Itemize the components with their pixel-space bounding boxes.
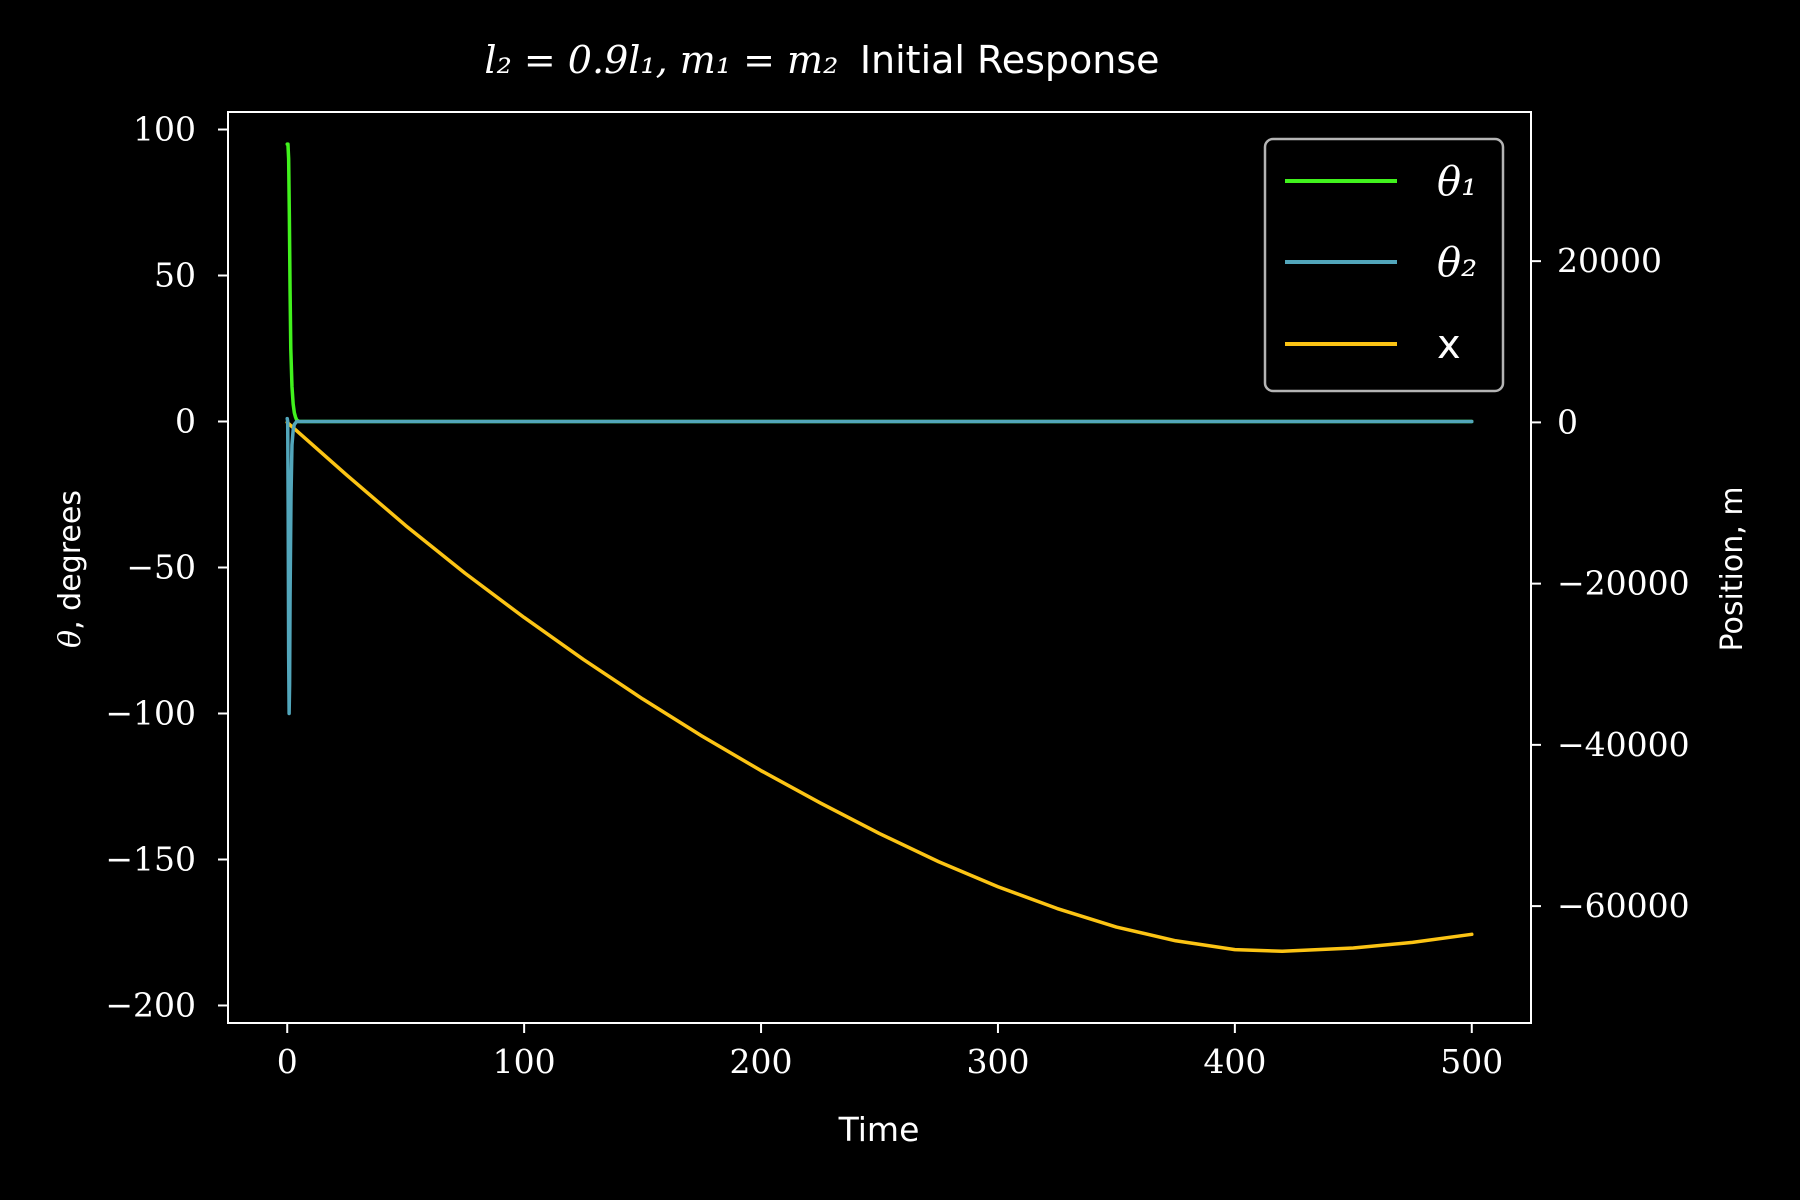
left-axis-label-text: , degrees <box>53 490 88 630</box>
chart-title-math: l₂ = 0.9l₁, m₁ = m₂ <box>484 38 838 82</box>
chart-title: l₂ = 0.9l₁, m₁ = m₂ Initial Response <box>484 38 1159 82</box>
right-tick-label: −20000 <box>1557 564 1690 603</box>
right-tick-label: −40000 <box>1557 725 1690 764</box>
chart-title-text: Initial Response <box>860 38 1160 82</box>
left-tick-label: 50 <box>154 256 196 295</box>
right-tick-label: −60000 <box>1557 886 1690 925</box>
legend: θ₁ θ₂ x <box>1263 137 1505 393</box>
left-tick-label: −150 <box>105 839 196 878</box>
left-tick-label: −100 <box>105 693 196 732</box>
plot-area-frame <box>227 111 1532 1024</box>
left-tick-label: −50 <box>126 548 196 587</box>
right-axis-ticks: 20000 0 −20000 −40000 −60000 <box>1531 241 1690 925</box>
right-tick-label: 20000 <box>1557 241 1662 280</box>
left-tick-label: −200 <box>105 985 196 1024</box>
left-axis-ticks: 100 50 0 −50 −100 −150 −200 <box>105 110 228 1024</box>
plot-series <box>285 142 1474 953</box>
legend-label-0: θ₁ <box>1437 159 1477 205</box>
x-tick-label: 400 <box>1203 1042 1266 1081</box>
legend-label-2: x <box>1437 322 1461 368</box>
right-axis-label: Position, m <box>1715 486 1750 651</box>
svg-text:l₂ = 0.9l₁, m₁ = m₂ Init: l₂ = 0.9l₁, m₁ = m₂ Initial Response <box>484 38 1159 82</box>
left-tick-label: 100 <box>133 110 196 149</box>
x-tick-label: 300 <box>966 1042 1029 1081</box>
x-tick-label: 0 <box>277 1042 298 1081</box>
left-axis-label-symbol: θ <box>53 630 88 648</box>
x-axis-ticks: 0 100 200 300 400 500 <box>277 1023 1503 1081</box>
right-tick-label: 0 <box>1557 402 1578 441</box>
x-tick-label: 200 <box>730 1042 793 1081</box>
series-line-1 <box>285 416 1474 716</box>
x-tick-label: 500 <box>1440 1042 1503 1081</box>
legend-label-1: θ₂ <box>1437 240 1477 286</box>
left-tick-label: 0 <box>175 402 196 441</box>
left-axis-label: θ, degrees <box>53 490 88 648</box>
legend-box <box>1263 137 1505 393</box>
x-tick-label: 100 <box>493 1042 556 1081</box>
x-axis-label: Time <box>838 1110 920 1149</box>
series-line-2 <box>285 420 1474 953</box>
